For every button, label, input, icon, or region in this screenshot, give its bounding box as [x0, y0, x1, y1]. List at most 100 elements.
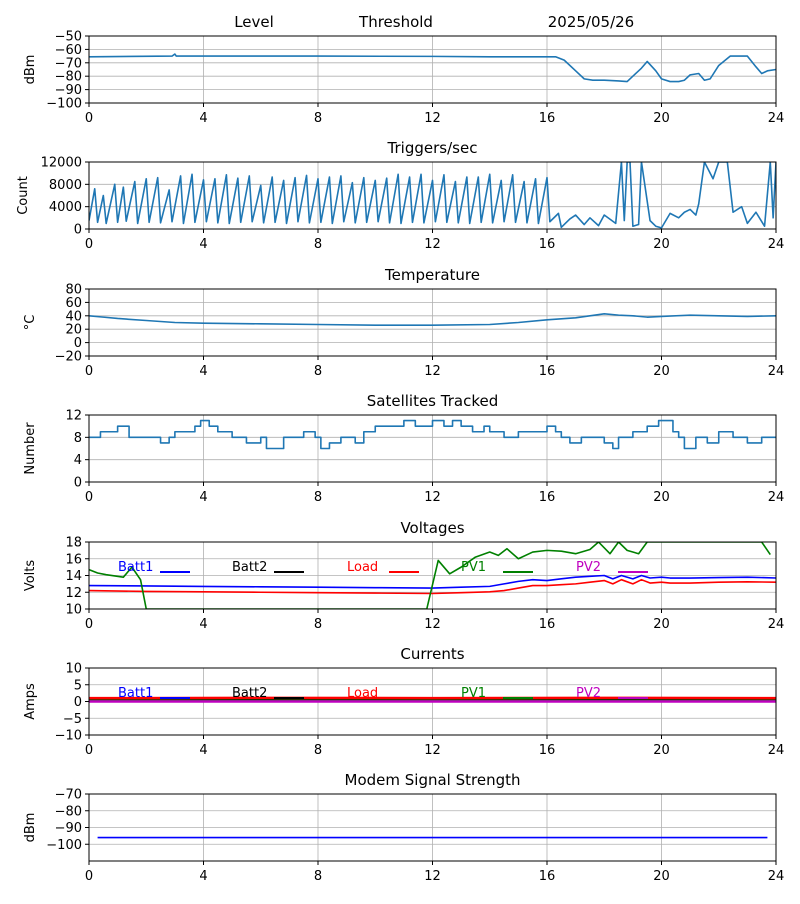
y-tick-label: 12000 [41, 156, 82, 171]
x-tick-label: 12 [424, 490, 441, 505]
y-axis-label: °C [23, 315, 38, 331]
x-tick-label: 4 [199, 364, 207, 379]
y-tick-label: 10 [65, 662, 82, 677]
x-tick-label: 0 [85, 237, 93, 252]
x-tick-label: 12 [424, 617, 441, 632]
x-tick-label: 0 [85, 364, 93, 379]
x-tick-label: 8 [314, 364, 322, 379]
x-tick-label: 20 [653, 237, 670, 252]
chart-title: Modem Signal Strength [345, 771, 521, 789]
y-tick-label: 0 [74, 336, 82, 351]
x-tick-label: 24 [768, 743, 785, 758]
y-tick-label: 12 [65, 409, 82, 424]
legend-label-load: Load [347, 686, 378, 701]
y-tick-label: 0 [74, 476, 82, 491]
legend-label-pv1: PV1 [461, 560, 486, 575]
y-axis-label: dBm [23, 55, 38, 85]
y-tick-label: 10 [65, 603, 82, 618]
chart-title: Triggers/sec [387, 139, 478, 157]
x-tick-label: 4 [199, 617, 207, 632]
x-tick-label: 8 [314, 869, 322, 884]
y-tick-label: 4 [74, 453, 82, 468]
y-axis-label: Count [16, 176, 31, 215]
y-tick-label: 18 [65, 536, 82, 551]
y-tick-label: 8000 [49, 178, 82, 193]
legend-label-batt1: Batt1 [118, 686, 153, 701]
x-tick-label: 24 [768, 869, 785, 884]
y-tick-label: 16 [65, 552, 82, 567]
y-tick-label: −20 [55, 350, 82, 365]
x-tick-label: 4 [199, 490, 207, 505]
x-tick-label: 20 [653, 743, 670, 758]
x-tick-label: 16 [539, 617, 556, 632]
x-tick-label: 4 [199, 111, 207, 126]
y-tick-label: 80 [65, 283, 82, 298]
x-tick-label: 20 [653, 869, 670, 884]
x-tick-label: 12 [424, 364, 441, 379]
y-tick-label: 12 [65, 586, 82, 601]
x-tick-label: 24 [768, 364, 785, 379]
x-tick-label: 12 [424, 237, 441, 252]
y-tick-label: 4000 [49, 200, 82, 215]
y-tick-label: 14 [65, 569, 82, 584]
x-tick-label: 24 [768, 490, 785, 505]
x-tick-label: 8 [314, 237, 322, 252]
x-tick-label: 20 [653, 490, 670, 505]
x-tick-label: 24 [768, 111, 785, 126]
x-tick-label: 16 [539, 237, 556, 252]
header-date: 2025/05/26 [548, 13, 634, 31]
x-tick-label: 12 [424, 743, 441, 758]
y-tick-label: 0 [74, 695, 82, 710]
x-tick-label: 0 [85, 490, 93, 505]
y-tick-label: 20 [65, 323, 82, 338]
y-tick-label: 40 [65, 309, 82, 324]
legend-label-load: Load [347, 560, 378, 575]
chart-title: Satellites Tracked [367, 392, 498, 410]
y-tick-label: −90 [55, 821, 82, 836]
y-tick-label: −100 [46, 838, 82, 853]
x-tick-label: 8 [314, 490, 322, 505]
y-tick-label: −80 [55, 804, 82, 819]
x-tick-label: 4 [199, 869, 207, 884]
legend-label-batt2: Batt2 [232, 560, 267, 575]
legend-label-batt1: Batt1 [118, 560, 153, 575]
header-threshold: Threshold [358, 13, 433, 31]
y-tick-label: 0 [74, 223, 82, 238]
x-tick-label: 0 [85, 617, 93, 632]
x-tick-label: 0 [85, 111, 93, 126]
x-tick-label: 8 [314, 111, 322, 126]
x-tick-label: 16 [539, 111, 556, 126]
chart-title: Temperature [384, 266, 480, 284]
y-tick-label: 8 [74, 431, 82, 446]
y-tick-label: −5 [63, 712, 82, 727]
x-tick-label: 16 [539, 743, 556, 758]
chart-title: Voltages [400, 519, 464, 537]
y-tick-label: −10 [55, 729, 82, 744]
x-tick-label: 4 [199, 237, 207, 252]
x-tick-label: 20 [653, 364, 670, 379]
legend-label-batt2: Batt2 [232, 686, 267, 701]
x-tick-label: 0 [85, 869, 93, 884]
y-tick-label: −100 [46, 97, 82, 112]
legend-label-pv2: PV2 [576, 560, 601, 575]
x-tick-label: 12 [424, 111, 441, 126]
legend-label-pv1: PV1 [461, 686, 486, 701]
x-tick-label: 20 [653, 617, 670, 632]
x-tick-label: 16 [539, 490, 556, 505]
y-axis-label: dBm [23, 813, 38, 843]
header-level: Level [234, 13, 274, 31]
x-tick-label: 8 [314, 617, 322, 632]
x-tick-label: 16 [539, 869, 556, 884]
x-tick-label: 12 [424, 869, 441, 884]
y-axis-label: Volts [23, 560, 38, 592]
legend-label-pv2: PV2 [576, 686, 601, 701]
y-tick-label: 60 [65, 296, 82, 311]
y-axis-label: Amps [23, 683, 38, 720]
